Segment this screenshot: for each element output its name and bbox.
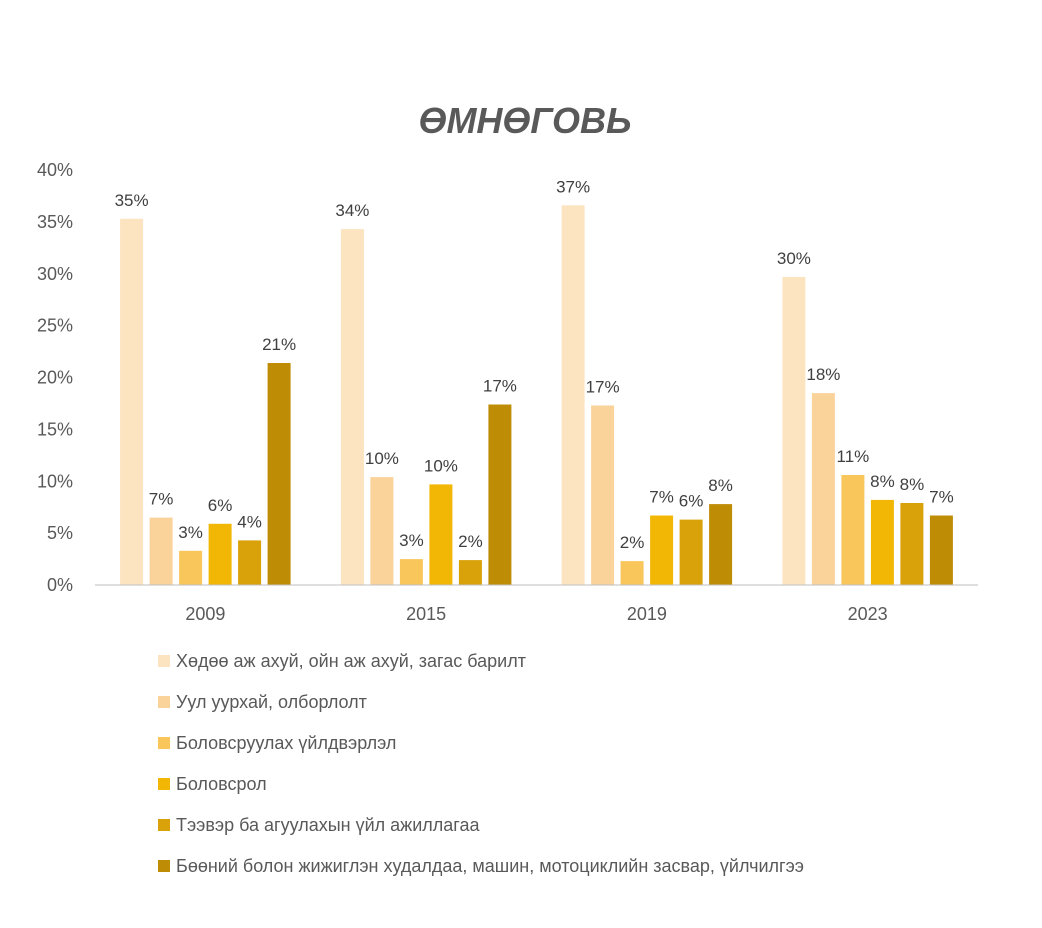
data-label: 7% [929, 488, 954, 507]
y-tick-label: 25% [37, 316, 73, 336]
bar [340, 229, 364, 585]
bar [650, 515, 674, 585]
data-label: 10% [365, 449, 399, 468]
data-label: 7% [149, 490, 174, 509]
legend-label: Тээвэр ба агуулахын үйл ажиллагаа [176, 815, 480, 835]
y-tick-label: 30% [37, 264, 73, 284]
data-label: 17% [483, 377, 517, 396]
data-label: 8% [900, 475, 925, 494]
legend-label: Хөдөө аж ахуй, ойн аж ахуй, загас барилт [176, 651, 526, 671]
data-label: 6% [679, 492, 704, 511]
data-label: 17% [586, 378, 620, 397]
x-axis: 2009 2015 2019 2023 [185, 604, 887, 624]
data-label: 6% [208, 496, 233, 515]
data-label: 7% [649, 488, 674, 507]
bar [620, 561, 644, 585]
y-axis: 0% 5% 10% 15% 20% 25% 30% 35% 40% [37, 160, 73, 595]
bar [900, 503, 924, 585]
bar [238, 540, 262, 585]
legend-label: Уул уурхай, олборлолт [176, 692, 367, 712]
y-tick-label: 20% [37, 368, 73, 388]
plot-area: 35%7%3%6%4%21%34%10%3%10%2%17%37%17%2%7%… [115, 177, 954, 586]
bar [841, 475, 865, 585]
bar [929, 515, 953, 585]
bar [870, 499, 894, 585]
legend-label: Бөөний болон жижиглэн худалдаа, машин, м… [176, 856, 804, 876]
bar [782, 276, 806, 585]
bar [149, 517, 173, 585]
bar [709, 504, 733, 585]
bar [208, 523, 232, 585]
bar [429, 484, 453, 585]
legend-swatch [158, 819, 170, 831]
data-label: 21% [262, 335, 296, 354]
y-tick-label: 40% [37, 160, 73, 180]
bar [179, 550, 203, 585]
data-label: 8% [708, 476, 733, 495]
data-label: 10% [424, 456, 458, 475]
data-label: 37% [556, 177, 590, 196]
bar [591, 405, 615, 585]
data-label: 34% [335, 201, 369, 220]
bar [120, 218, 144, 586]
legend-swatch [158, 696, 170, 708]
bar [370, 477, 394, 585]
data-label: 2% [458, 532, 483, 551]
x-tick-label: 2015 [406, 604, 446, 624]
legend-swatch [158, 655, 170, 667]
data-label: 30% [777, 249, 811, 268]
x-tick-label: 2023 [848, 604, 888, 624]
data-label: 3% [399, 531, 424, 550]
bar [399, 559, 423, 585]
bar [458, 560, 482, 585]
data-label: 4% [237, 512, 262, 531]
data-label: 2% [620, 533, 645, 552]
y-tick-label: 35% [37, 212, 73, 232]
y-tick-label: 15% [37, 419, 73, 439]
bar [679, 519, 703, 585]
data-label: 11% [837, 447, 870, 466]
y-tick-label: 10% [37, 471, 73, 491]
y-tick-label: 0% [47, 575, 73, 595]
legend-swatch [158, 778, 170, 790]
legend-swatch [158, 737, 170, 749]
chart-title: ӨМНӨГОВЬ [418, 100, 631, 141]
legend: Хөдөө аж ахуй, ойн аж ахуй, загас барилт… [158, 651, 804, 876]
legend-label: Боловсруулах үйлдвэрлэл [176, 733, 396, 753]
data-label: 35% [115, 191, 149, 210]
y-tick-label: 5% [47, 523, 73, 543]
bar [488, 404, 512, 585]
data-label: 18% [806, 365, 840, 384]
x-tick-label: 2009 [185, 604, 225, 624]
legend-label: Боловсрол [176, 774, 267, 794]
x-tick-label: 2019 [627, 604, 667, 624]
legend-swatch [158, 860, 170, 872]
data-label: 8% [870, 472, 895, 491]
bar [561, 205, 585, 586]
bar [267, 363, 291, 585]
bar [811, 393, 835, 585]
data-label: 3% [178, 523, 203, 542]
